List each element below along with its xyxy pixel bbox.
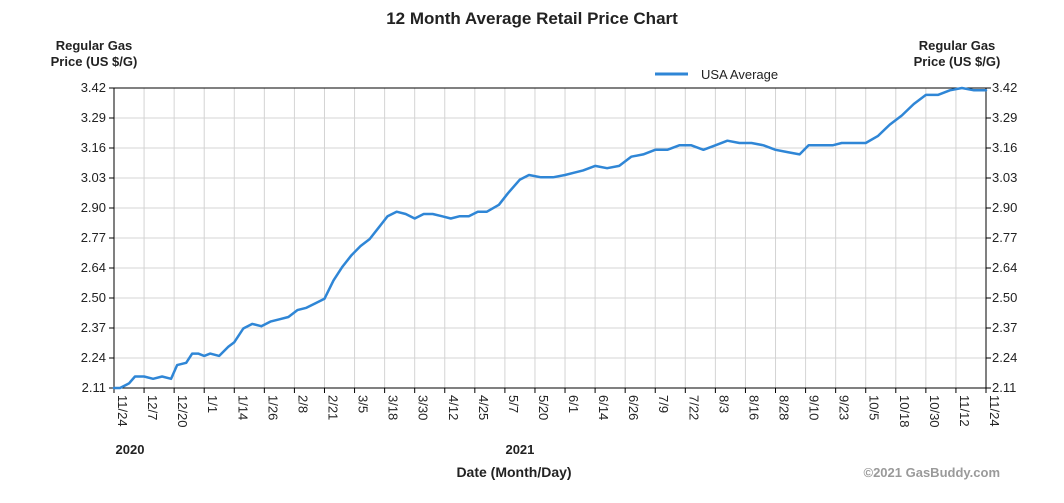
x-axis-title: Date (Month/Day) — [456, 464, 571, 480]
x-tick-label: 9/23 — [837, 395, 852, 420]
x-tick-label: 4/12 — [446, 395, 461, 420]
x-tick-label: 6/1 — [566, 395, 581, 413]
y-tick-label-right: 2.24 — [992, 350, 1017, 365]
y-axis-label-left: Price (US $/G) — [51, 54, 138, 69]
x-tick-label: 10/18 — [897, 395, 912, 428]
x-tick-label: 11/24 — [115, 395, 130, 427]
y-tick-label-left: 2.64 — [81, 260, 106, 275]
x-tick-label: 5/20 — [536, 395, 551, 420]
x-tick-label: 10/5 — [867, 395, 882, 420]
chart-title: 12 Month Average Retail Price Chart — [386, 9, 678, 28]
series-line-usa-average — [112, 86, 988, 390]
x-tick-label: 1/1 — [205, 395, 220, 413]
y-tick-label-right: 3.29 — [992, 110, 1017, 125]
x-tick-label: 2/21 — [325, 395, 340, 420]
x-tick-label: 11/12 — [957, 395, 972, 427]
y-tick-label-right: 3.42 — [992, 80, 1017, 95]
y-tick-label-left: 3.42 — [81, 80, 106, 95]
y-tick-label-left: 2.90 — [81, 200, 106, 215]
y-tick-label-left: 3.16 — [81, 140, 106, 155]
x-tick-label: 9/10 — [807, 395, 822, 420]
x-tick-label: 8/28 — [777, 395, 792, 420]
y-axis-label-right: Regular Gas — [919, 38, 996, 53]
y-tick-label-right: 2.11 — [992, 380, 1016, 395]
y-tick-label-right: 2.77 — [992, 230, 1017, 245]
y-axis-label-right: Price (US $/G) — [914, 54, 1001, 69]
x-tick-label: 3/30 — [416, 395, 431, 420]
x-tick-label: 12/7 — [145, 395, 160, 420]
x-tick-label: 5/7 — [506, 395, 521, 413]
x-tick-label: 7/22 — [686, 395, 701, 420]
copyright-text: ©2021 GasBuddy.com — [864, 465, 1001, 480]
y-tick-label-left: 3.03 — [81, 170, 106, 185]
x-tick-label: 3/18 — [386, 395, 401, 420]
y-tick-label-left: 2.37 — [81, 320, 106, 335]
y-tick-label-right: 2.90 — [992, 200, 1017, 215]
x-tick-label: 8/16 — [746, 395, 761, 420]
x-tick-label: 1/26 — [265, 395, 280, 420]
y-tick-label-right: 3.03 — [992, 170, 1017, 185]
y-tick-label-left: 2.11 — [82, 380, 106, 395]
y-tick-label-left: 3.29 — [81, 110, 106, 125]
plot-border — [113, 87, 987, 389]
x-year-label: 2021 — [505, 442, 534, 457]
y-tick-label-right: 3.16 — [992, 140, 1017, 155]
x-tick-label: 4/25 — [476, 395, 491, 420]
x-tick-label: 3/5 — [356, 395, 371, 413]
y-tick-label-left: 2.24 — [81, 350, 106, 365]
x-tick-label: 7/9 — [656, 395, 671, 413]
y-tick-label-left: 2.77 — [81, 230, 106, 245]
y-tick-label-right: 2.50 — [992, 290, 1017, 305]
x-tick-label: 6/26 — [626, 395, 641, 420]
x-year-label: 2020 — [116, 442, 145, 457]
legend-label: USA Average — [701, 67, 778, 82]
y-axis-label-left: Regular Gas — [56, 38, 133, 53]
y-tick-label-left: 2.50 — [81, 290, 106, 305]
x-tick-label: 11/24 — [987, 395, 1002, 427]
x-tick-label: 6/14 — [596, 395, 611, 420]
x-tick-label: 10/30 — [927, 395, 942, 428]
x-tick-label: 2/8 — [295, 395, 310, 413]
x-tick-label: 12/20 — [175, 395, 190, 428]
y-tick-label-right: 2.37 — [992, 320, 1017, 335]
y-tick-label-right: 2.64 — [992, 260, 1017, 275]
x-tick-label: 8/3 — [716, 395, 731, 413]
x-tick-label: 1/14 — [235, 395, 250, 420]
